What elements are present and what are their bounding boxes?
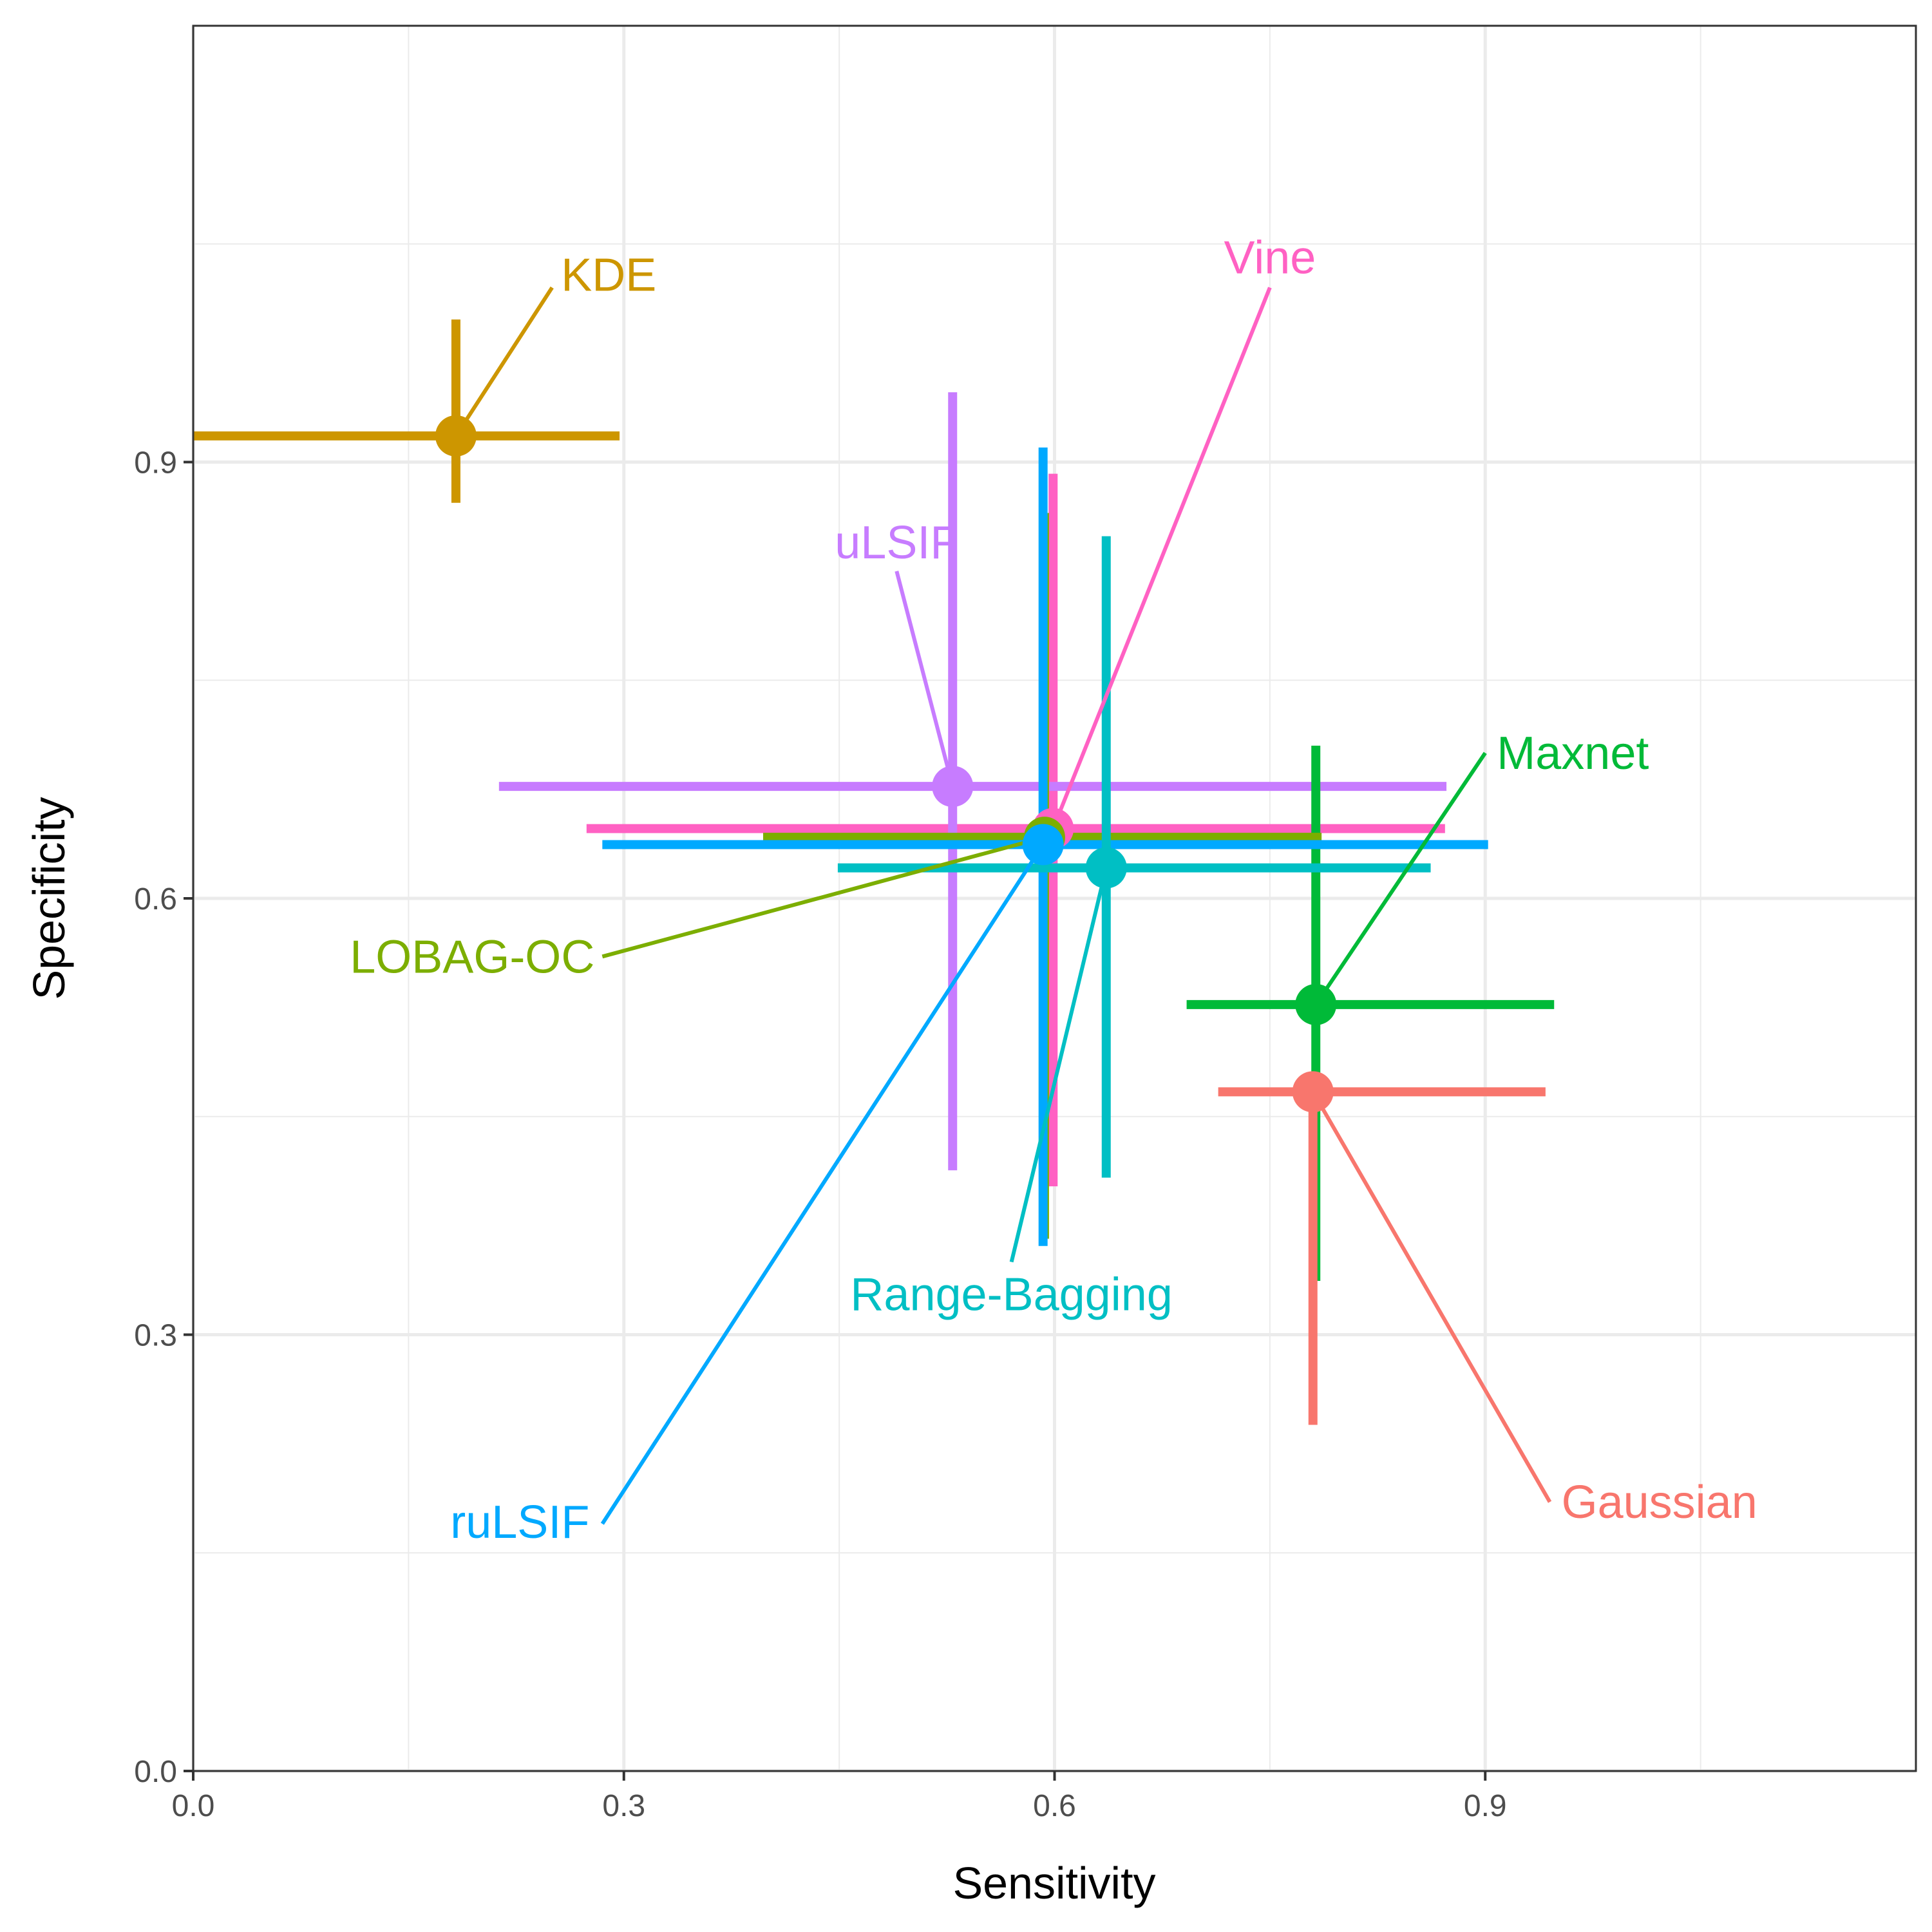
connector-lobag-oc — [601, 835, 1045, 959]
series-label-maxnet: Maxnet — [1497, 728, 1649, 779]
x-axis-title: Sensitivity — [952, 1858, 1155, 1908]
data-points — [435, 415, 1337, 1113]
series-labels: KDE Vine uLSIF Maxnet LOBAG-OC ruLSIF Range-Ba… — [350, 232, 1757, 1549]
label-connectors — [454, 286, 1552, 1525]
connector-rulsif — [600, 843, 1045, 1525]
x-tick-label: 0.6 — [1033, 1789, 1076, 1823]
series-label-lobag-oc: LOBAG-OC — [350, 931, 594, 983]
point-maxnet — [1295, 983, 1337, 1025]
y-tick-label: 0.6 — [134, 882, 177, 916]
connector-ulsif — [895, 571, 955, 787]
x-tick-label: 0.9 — [1464, 1789, 1507, 1823]
point-rulsif — [1022, 824, 1064, 866]
series-label-rulsif: ruLSIF — [450, 1497, 589, 1548]
connector-gaussian — [1311, 1090, 1552, 1503]
series-label-vine: Vine — [1224, 232, 1316, 284]
y-axis-title: Specificity — [24, 797, 74, 999]
series-label-ulsif: uLSIF — [835, 517, 958, 569]
y-tick-label: 0.0 — [134, 1755, 177, 1789]
connector-vine — [1051, 287, 1272, 829]
x-tick-label: 0.0 — [172, 1789, 215, 1823]
connector-range-bagging — [1009, 867, 1108, 1263]
point-kde — [435, 415, 477, 457]
series-label-gaussian: Gaussian — [1562, 1477, 1757, 1528]
y-tick-label: 0.9 — [134, 446, 177, 480]
series-label-range-bagging: Range-Bagging — [850, 1269, 1172, 1321]
point-ulsif — [932, 766, 974, 808]
x-tick-label: 0.3 — [602, 1789, 645, 1823]
connector-kde — [454, 286, 554, 437]
point-range-bagging — [1085, 847, 1127, 889]
point-gaussian — [1292, 1071, 1334, 1113]
y-axis: 0.0 0.3 0.6 0.9 — [134, 446, 193, 1789]
y-tick-label: 0.3 — [134, 1319, 177, 1353]
series-label-kde: KDE — [561, 250, 656, 301]
connector-maxnet — [1314, 752, 1487, 1006]
x-axis: 0.0 0.3 0.6 0.9 — [172, 1771, 1507, 1823]
